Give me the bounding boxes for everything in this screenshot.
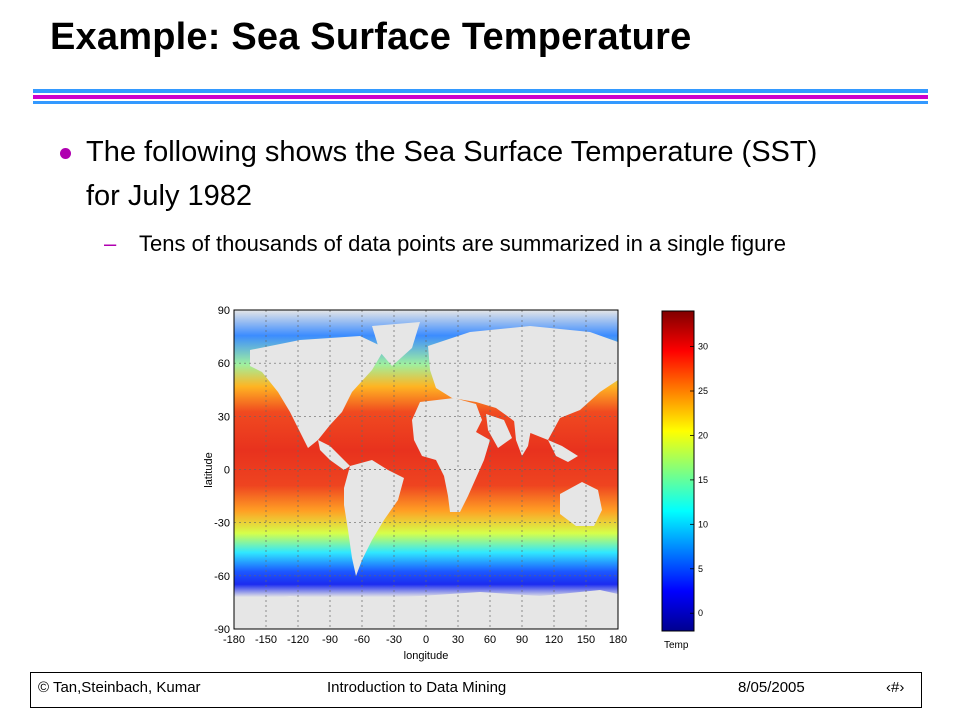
- colorbar-tick-label: 20: [698, 430, 708, 440]
- title-rule-blue-bottom: [33, 101, 928, 104]
- y-tick-label: 0: [224, 465, 230, 477]
- y-tick-label: 60: [218, 358, 230, 370]
- plot-frame: [233, 309, 619, 630]
- colorbar-ticks: 0 5 10 15 20 25 30: [690, 342, 708, 618]
- footer-course-title: Introduction to Data Mining: [327, 679, 507, 696]
- footer-page-number: ‹#›: [886, 679, 905, 696]
- x-tick-label: -30: [386, 634, 402, 646]
- colorbar-label: Temp: [664, 640, 689, 651]
- y-axis-ticks: 90 60 30 0 -30 -60 -90: [214, 305, 230, 636]
- footer-bar: [30, 672, 922, 708]
- land-eurasia: [428, 326, 618, 440]
- y-tick-label: -90: [214, 624, 230, 636]
- x-axis-ticks: -180 -150 -120 -90 -60 -30 0 30 60 90 120 150 180: [223, 634, 627, 646]
- footer-copyright: © Tan,Steinbach, Kumar: [38, 679, 201, 696]
- x-tick-label: 0: [423, 634, 429, 646]
- y-tick-label: -60: [214, 571, 230, 583]
- x-tick-label: 150: [577, 634, 595, 646]
- x-tick-label: -120: [287, 634, 309, 646]
- land-africa: [412, 398, 490, 512]
- sst-map-chart: -180 -150 -120 -90 -60 -30 0 30 60 90 120 150 180 90…: [203, 305, 708, 662]
- footer-date: 8/05/2005: [738, 679, 805, 696]
- x-tick-label: -180: [223, 634, 245, 646]
- land-south-america: [344, 460, 404, 576]
- colorbar-tick-label: 15: [698, 475, 708, 485]
- y-axis-label: latitude: [203, 452, 215, 487]
- colorbar-tick-label: 5: [698, 564, 703, 574]
- sub-bullet-dash: –: [104, 231, 117, 256]
- colorbar: [661, 310, 695, 632]
- x-tick-label: 60: [484, 634, 496, 646]
- x-tick-label: -150: [255, 634, 277, 646]
- x-tick-label: -60: [354, 634, 370, 646]
- colorbar-tick-label: 30: [698, 342, 708, 352]
- title-rule-magenta: [33, 95, 928, 99]
- land-north-america: [250, 336, 385, 448]
- map-field: [234, 310, 618, 629]
- colorbar-tick-label: 0: [698, 608, 703, 618]
- land-greenland: [372, 322, 420, 366]
- x-tick-label: 120: [545, 634, 563, 646]
- y-tick-label: -30: [214, 518, 230, 530]
- map-gridlines: [234, 310, 618, 629]
- y-tick-label: 90: [218, 305, 230, 317]
- y-tick-label: 30: [218, 411, 230, 423]
- slide-title: Example: Sea Surface Temperature: [50, 16, 692, 58]
- title-rule-blue-top: [33, 89, 928, 93]
- land-southeast-asia: [548, 440, 578, 462]
- x-tick-label: 90: [516, 634, 528, 646]
- land-arabia: [486, 414, 512, 448]
- colorbar-tick-label: 10: [698, 519, 708, 529]
- bullet-dot: [60, 148, 71, 159]
- colorbar-tick-label: 25: [698, 386, 708, 396]
- land-central-america: [318, 440, 350, 470]
- x-tick-label: 30: [452, 634, 464, 646]
- sub-bullet-text: Tens of thousands of data points are sum…: [139, 231, 786, 256]
- land-india: [514, 420, 532, 456]
- x-tick-label: -90: [322, 634, 338, 646]
- land-australia: [560, 482, 602, 526]
- land-antarctica: [234, 590, 618, 629]
- x-axis-label: longitude: [404, 650, 449, 662]
- bullet-text: The following shows the Sea Surface Temp…: [86, 136, 818, 212]
- x-tick-label: 180: [609, 634, 627, 646]
